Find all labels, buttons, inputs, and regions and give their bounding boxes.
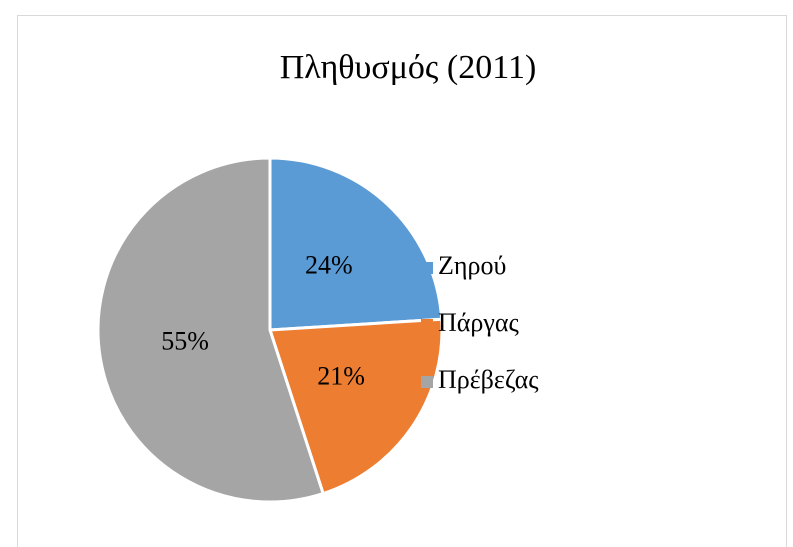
chart-title: Πληθυσμός (2011) bbox=[280, 49, 537, 86]
pie-slice bbox=[268, 156, 444, 332]
legend-swatch bbox=[421, 376, 433, 388]
legend-swatch bbox=[421, 319, 433, 331]
legend-label: Ζηρού bbox=[438, 251, 506, 280]
data-label: 24% bbox=[305, 250, 353, 279]
legend-swatch bbox=[421, 262, 433, 274]
pie-slice bbox=[267, 317, 444, 496]
data-label: 55% bbox=[161, 326, 209, 355]
data-label: 21% bbox=[317, 361, 365, 390]
pie-slice bbox=[96, 156, 326, 504]
legend-label: Πρέβεζας bbox=[438, 365, 539, 394]
legend-label: Πάργας bbox=[438, 308, 519, 337]
